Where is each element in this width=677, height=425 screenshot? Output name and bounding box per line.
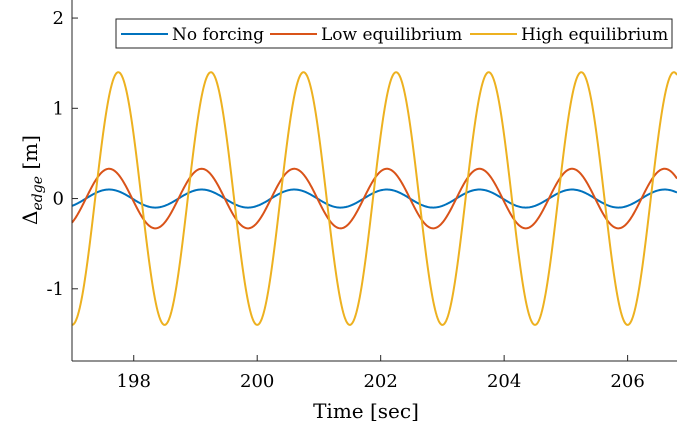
legend: No forcing Low equilibrium High equilibr…	[115, 18, 673, 49]
legend-label-no-forcing: No forcing	[172, 25, 264, 45]
y-axis-label-unit: [m]	[18, 135, 42, 176]
legend-box	[115, 18, 673, 49]
x-tick-label: 202	[363, 371, 397, 392]
y-axis-label-sub: edge	[30, 176, 46, 211]
y-tick-label: 2	[53, 8, 64, 29]
x-tick-label: 198	[117, 371, 151, 392]
x-tick-label: 200	[240, 371, 274, 392]
legend-label-low-equilibrium: Low equilibrium	[321, 25, 462, 45]
x-tick-label: 206	[610, 371, 644, 392]
ticks-layer: 198 200 202 204 206 -1 0 1 2	[46, 8, 644, 392]
y-axis-label: Δedge [m]	[18, 135, 46, 225]
x-axis-label: Time [sec]	[313, 399, 419, 423]
y-tick-label: 0	[53, 189, 64, 210]
axes-layer	[71, 0, 677, 362]
legend-label-high-equilibrium: High equilibrium	[521, 25, 668, 45]
y-axis-label-main: Δ	[18, 210, 42, 224]
x-tick-label: 204	[487, 371, 521, 392]
series-layer	[71, 71, 677, 326]
series-line-high-equilibrium	[71, 71, 677, 326]
y-tick-label: 1	[53, 98, 64, 119]
y-tick-label: -1	[46, 279, 64, 300]
